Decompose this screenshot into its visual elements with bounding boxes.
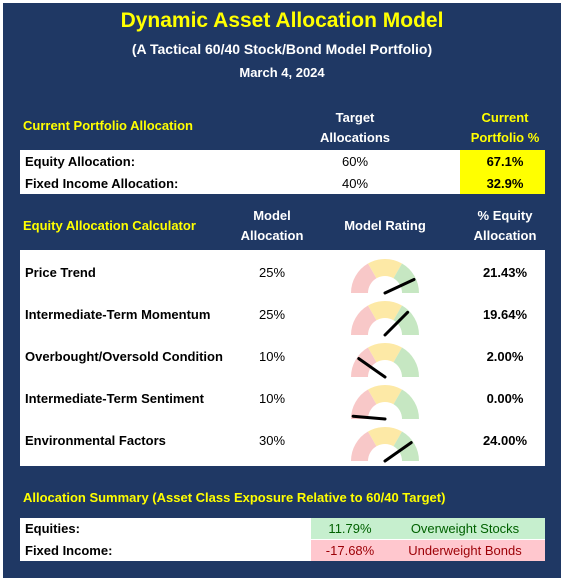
row-label: Fixed Income:	[25, 543, 113, 558]
section-title: Allocation Summary (Asset Class Exposure…	[23, 490, 446, 505]
gauge-segment	[393, 389, 419, 419]
cell: 11.79%	[328, 521, 372, 536]
cell: 67.1%	[486, 154, 524, 169]
gauge-segment	[368, 259, 402, 279]
gauge	[351, 427, 419, 463]
gauge-segment	[368, 427, 402, 447]
date: March 4, 2024	[239, 65, 325, 80]
column-header: Target Allocations	[319, 110, 391, 145]
cell: 40%	[341, 176, 369, 191]
row-label: Intermediate-Term Sentiment	[25, 391, 204, 406]
gauge-needle	[383, 310, 410, 337]
gauge-segment	[368, 385, 402, 405]
gauge-segment	[368, 343, 402, 363]
cell: 10%	[258, 349, 286, 364]
gauge-segment	[351, 305, 377, 335]
section-title: Current Portfolio Allocation	[23, 118, 193, 133]
gauge-segment	[393, 305, 419, 335]
column-header: Current Portfolio %	[470, 110, 540, 145]
column-header: Model Allocation	[240, 208, 304, 243]
row-label: Equities:	[25, 521, 80, 536]
highlight-cell	[460, 150, 545, 194]
gauge-needle	[357, 357, 387, 379]
cell: 25%	[258, 307, 286, 322]
cell: Underweight Bonds	[408, 543, 522, 558]
row-label: Fixed Income Allocation:	[25, 176, 179, 191]
gauge-needle	[383, 277, 416, 295]
table	[20, 150, 545, 194]
gauge-segment	[351, 389, 377, 419]
cell: -17.68%	[325, 543, 375, 558]
cell: 30%	[258, 433, 286, 448]
cell: 2.00%	[486, 349, 524, 364]
cell: 10%	[258, 391, 286, 406]
cell: Overweight Stocks	[410, 521, 520, 536]
gauge-segment	[351, 263, 377, 293]
row-label: Environmental Factors	[25, 433, 166, 448]
gauge	[351, 301, 419, 337]
gauge	[351, 259, 419, 295]
column-header: % Equity Allocation	[473, 208, 537, 243]
subtitle: (A Tactical 60/40 Stock/Bond Model Portf…	[131, 41, 433, 57]
gauge-segment	[393, 347, 419, 377]
cell: 19.64%	[482, 307, 528, 322]
gauge-needle	[351, 414, 387, 421]
gauge-segment	[351, 431, 377, 461]
gauge-segment	[368, 301, 402, 321]
cell: 32.9%	[486, 176, 524, 191]
row-label: Equity Allocation:	[25, 154, 136, 169]
cell: 25%	[258, 265, 286, 280]
section-title: Equity Allocation Calculator	[23, 218, 196, 233]
cell: 60%	[341, 154, 369, 169]
cell: 0.00%	[486, 391, 524, 406]
negative-cell	[311, 540, 545, 561]
table	[20, 250, 545, 466]
gauge	[351, 343, 419, 379]
page: Dynamic Asset Allocation Model (A Tactic…	[3, 3, 561, 578]
gauge-segment	[393, 263, 419, 293]
row-label: Intermediate-Term Momentum	[25, 307, 211, 322]
row-label: Overbought/Oversold Condition	[25, 349, 223, 364]
positive-cell	[311, 518, 545, 539]
cell: 21.43%	[482, 265, 528, 280]
gauge-needle	[383, 441, 413, 463]
column-header: Model Rating	[344, 218, 426, 233]
cell: 24.00%	[482, 433, 528, 448]
title: Dynamic Asset Allocation Model	[120, 9, 444, 32]
gauge	[351, 385, 419, 421]
row-label: Price Trend	[25, 265, 96, 280]
